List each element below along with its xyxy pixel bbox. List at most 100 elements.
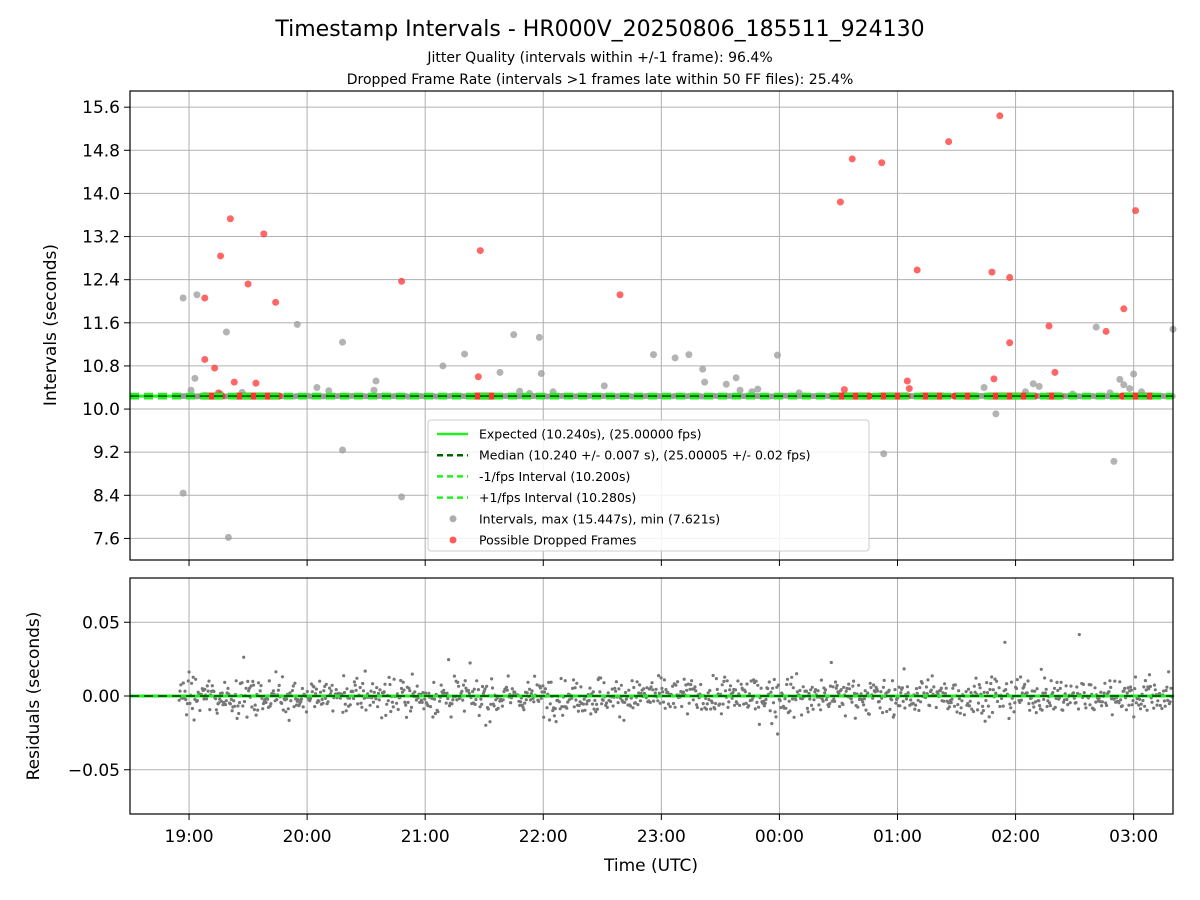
residual-point: [766, 687, 770, 691]
residual-point: [710, 701, 714, 705]
dropped-frame-point: [1132, 207, 1140, 215]
residual-point: [461, 683, 466, 687]
residual-point: [274, 670, 278, 674]
interval-point: [701, 378, 709, 386]
residual-point: [819, 708, 823, 712]
residual-point: [247, 686, 252, 690]
residual-point: [906, 691, 910, 695]
residual-point: [1033, 689, 1037, 693]
residual-point: [451, 698, 455, 702]
residual-point: [638, 699, 643, 703]
residual-point: [957, 697, 962, 701]
residual-point: [404, 715, 409, 720]
residual-point: [457, 684, 461, 688]
residual-point: [623, 690, 628, 695]
interval-point: [370, 386, 378, 394]
residual-point: [396, 707, 400, 712]
residual-point: [198, 708, 202, 713]
residual-point: [812, 698, 816, 702]
residual-point: [378, 688, 382, 692]
residual-point: [628, 704, 633, 708]
residual-point: [195, 699, 199, 703]
residual-point: [403, 700, 407, 704]
residual-point: [500, 704, 504, 708]
residual-point: [399, 686, 404, 691]
residual-point: [1007, 716, 1011, 721]
legend-box: [427, 419, 870, 552]
residual-point: [348, 703, 352, 707]
residual-point: [320, 697, 324, 702]
residual-point: [467, 691, 471, 695]
residual-point: [575, 681, 579, 685]
residual-point: [237, 711, 241, 716]
residual-point: [430, 696, 434, 701]
residual-point: [709, 707, 713, 711]
residual-point: [971, 709, 976, 714]
residual-point: [331, 709, 335, 713]
residual-point: [785, 682, 789, 687]
residual-point: [510, 687, 514, 691]
residual-point: [285, 697, 289, 701]
x-tick-label: 02:00: [991, 827, 1040, 847]
legend-entry-label: Intervals, max (15.447s), min (7.621s): [479, 511, 720, 526]
residual-point: [526, 680, 530, 684]
residual-point: [1039, 667, 1043, 671]
residual-point: [627, 688, 631, 692]
residual-point: [701, 702, 705, 706]
residual-point: [548, 702, 552, 706]
residual-point: [660, 686, 664, 691]
residual-point: [504, 685, 509, 689]
residual-point: [901, 699, 905, 704]
dropped-frame-point: [945, 138, 953, 146]
residual-point: [355, 676, 359, 680]
dropped-frame-point: [990, 375, 998, 383]
residual-point: [290, 689, 294, 693]
residual-point: [769, 690, 773, 694]
residual-point: [997, 686, 1001, 690]
residual-point: [1053, 705, 1057, 710]
interval-point: [339, 338, 347, 346]
residual-point: [563, 679, 567, 683]
residual-point: [817, 703, 821, 707]
residual-point: [438, 699, 442, 703]
residual-point: [224, 699, 228, 703]
residual-point: [728, 684, 733, 688]
residual-point: [757, 705, 761, 709]
interval-point: [1120, 381, 1128, 389]
residual-point: [749, 679, 753, 683]
legend-entry-label: Expected (10.240s), (25.00000 fps): [479, 427, 701, 442]
residual-point: [229, 697, 233, 702]
residual-point: [1147, 687, 1151, 691]
legend-entry-label: +1/fps Interval (10.280s): [479, 490, 636, 505]
residual-point: [321, 701, 325, 705]
residual-point: [915, 691, 919, 696]
residual-point: [599, 676, 603, 680]
residual-point: [190, 681, 194, 685]
interval-point: [1110, 457, 1118, 465]
residual-point: [1033, 700, 1038, 704]
residual-point: [509, 701, 513, 705]
intervals-y-tick-label: 14.8: [82, 141, 120, 161]
intervals-grid: [130, 91, 1173, 560]
residual-point: [377, 698, 381, 702]
residual-point: [1155, 703, 1159, 707]
residual-point: [661, 700, 666, 704]
interval-point: [516, 387, 524, 395]
residual-point: [1102, 691, 1106, 695]
residual-point: [304, 710, 309, 714]
residual-point: [862, 703, 866, 707]
residual-point: [1128, 685, 1133, 689]
residual-point: [372, 690, 376, 694]
residual-point: [1134, 701, 1138, 705]
residual-point: [258, 689, 262, 693]
residual-point: [723, 689, 728, 693]
dropped-frame-point: [1006, 339, 1014, 347]
residual-point: [824, 698, 829, 702]
dropped-frame-point: [244, 280, 252, 288]
residual-point: [633, 701, 638, 705]
residual-point: [567, 698, 571, 702]
interval-point: [992, 410, 1000, 418]
residual-point: [219, 699, 223, 703]
residual-point: [1139, 702, 1143, 706]
residual-point: [1068, 701, 1072, 705]
